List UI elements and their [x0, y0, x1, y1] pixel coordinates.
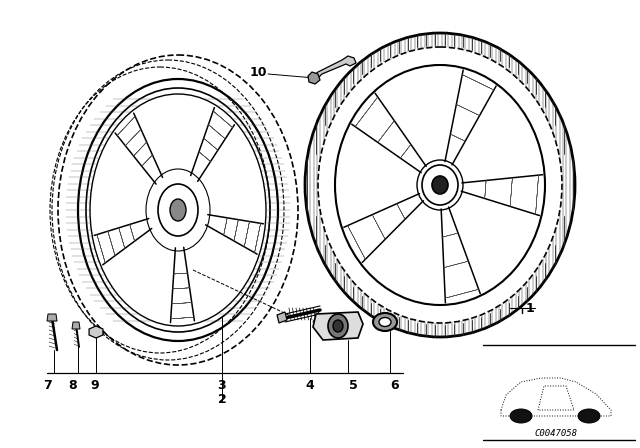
- Ellipse shape: [510, 409, 532, 423]
- Polygon shape: [277, 312, 287, 323]
- Text: 2: 2: [218, 392, 227, 405]
- Text: 7: 7: [43, 379, 51, 392]
- Ellipse shape: [92, 329, 100, 335]
- Text: 10: 10: [249, 65, 267, 78]
- Text: 9: 9: [91, 379, 99, 392]
- Ellipse shape: [373, 313, 397, 331]
- Polygon shape: [47, 314, 57, 321]
- Text: 1: 1: [525, 302, 534, 314]
- Polygon shape: [310, 56, 356, 82]
- Ellipse shape: [432, 176, 448, 194]
- Text: 4: 4: [306, 379, 314, 392]
- Polygon shape: [89, 326, 103, 338]
- Text: 8: 8: [68, 379, 77, 392]
- Ellipse shape: [578, 409, 600, 423]
- Text: 5: 5: [349, 379, 357, 392]
- Polygon shape: [313, 312, 363, 340]
- Ellipse shape: [333, 320, 343, 332]
- Text: C0047058: C0047058: [534, 429, 577, 438]
- Ellipse shape: [170, 199, 186, 221]
- Polygon shape: [308, 72, 320, 84]
- Polygon shape: [72, 322, 80, 329]
- Text: 6: 6: [390, 379, 399, 392]
- Ellipse shape: [328, 314, 348, 338]
- Text: 3: 3: [218, 379, 227, 392]
- Ellipse shape: [379, 318, 391, 327]
